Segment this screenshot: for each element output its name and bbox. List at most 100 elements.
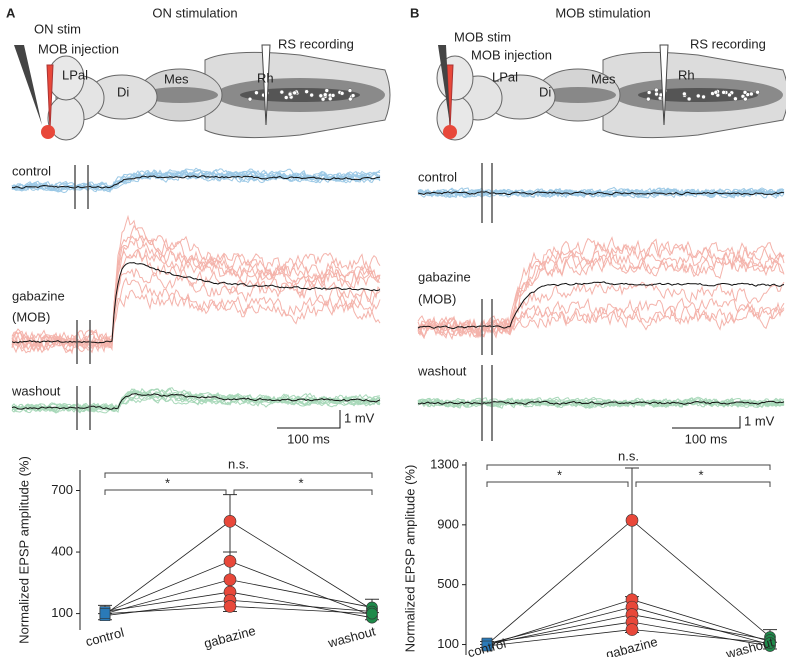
trace-group [11,165,381,209]
injection-site [41,125,55,139]
panel-letter: B [410,5,419,20]
trace [417,187,785,199]
trace-group [417,236,785,355]
series-line [104,606,373,614]
y-axis-title: Normalized EPSP amplitude (%) [16,456,31,644]
data-point [764,637,776,649]
data-point [99,608,111,619]
midbrain-core [142,87,218,103]
significance-bracket [233,489,373,495]
trace-label: (MOB) [12,309,50,324]
series-line [104,560,373,617]
midbrain-core [540,87,616,103]
scale-bar [672,416,741,429]
scale-label: 1 mV [344,410,375,425]
trace [11,248,381,350]
trace-label: control [12,163,51,178]
mean-trace [11,393,381,410]
y-tick-label: 100 [437,636,459,651]
y-axis-title: Normalized EPSP amplitude (%) [402,465,417,653]
trace [11,277,381,353]
trace [417,396,785,409]
cell [755,89,760,95]
data-point [223,554,237,568]
trace [11,289,381,352]
cell [279,89,285,95]
y-tick-label: 100 [51,605,73,620]
data-point [625,623,639,636]
trace-label: washout [11,383,61,398]
mean-trace [11,262,381,344]
schematic-label: Rh [257,70,274,85]
cell [322,92,328,97]
significance-bracket [635,481,771,487]
trace-group [11,386,381,430]
trace-label: gabazine [418,269,471,284]
cell [742,90,748,95]
schematic-label: RS recording [278,36,354,51]
x-tick-label: gabazine [604,634,659,657]
schematic-label: Rh [678,67,695,82]
trace [11,224,381,354]
cell [733,96,738,102]
cell [646,90,652,95]
mean-trace [417,281,785,330]
panel-letter: A [6,5,16,20]
trace [417,396,785,409]
significance-label: * [557,467,562,482]
x-tick-label: gabazine [202,623,257,651]
significance-label: n.s. [618,448,639,463]
data-point [481,640,493,652]
cell [721,90,726,95]
brain-schematic [14,44,391,141]
cell [320,96,326,102]
trace [417,186,785,199]
trace [417,297,785,340]
scale-label: 100 ms [287,431,330,446]
schematic-label: Mes [591,71,616,86]
schematic-label: MOB injection [471,47,552,62]
x-tick-label: control [84,625,126,650]
schematic-label: Mes [164,71,189,86]
significance-label: * [165,475,170,490]
y-tick-label: 500 [437,576,459,591]
cell [318,93,324,99]
cell [324,88,330,93]
trace-group [417,163,785,223]
cell [254,90,259,95]
mean-trace [11,175,381,189]
trace-label: control [418,169,457,184]
significance-bracket [486,464,771,470]
cell [309,92,314,98]
schematic-label: Di [117,84,129,99]
cell [330,93,336,98]
cell [727,92,732,98]
data-point [223,514,237,528]
data-point [366,607,378,620]
trace [12,171,381,193]
cell [327,96,333,102]
y-tick-label: 1300 [430,456,459,471]
scale-bar [277,410,341,429]
trace-group [417,365,785,441]
significance-label: * [298,475,303,490]
cell [686,96,692,102]
trace [11,172,381,191]
injection-site [443,125,457,139]
significance-bracket [486,481,629,487]
trace-group [11,214,381,364]
scale-label: 1 mV [744,413,775,428]
trace [417,253,785,339]
schematic-label: LPal [62,67,88,82]
panel-title: ON stimulation [152,5,237,20]
x-tick-label: washout [325,623,377,650]
cell [287,91,293,97]
data-point [625,514,639,527]
x-tick-label: washout [723,634,775,657]
trace [417,303,785,339]
y-tick-label: 700 [51,482,73,497]
cell [696,93,701,99]
trace [417,397,785,408]
trace [418,236,785,340]
